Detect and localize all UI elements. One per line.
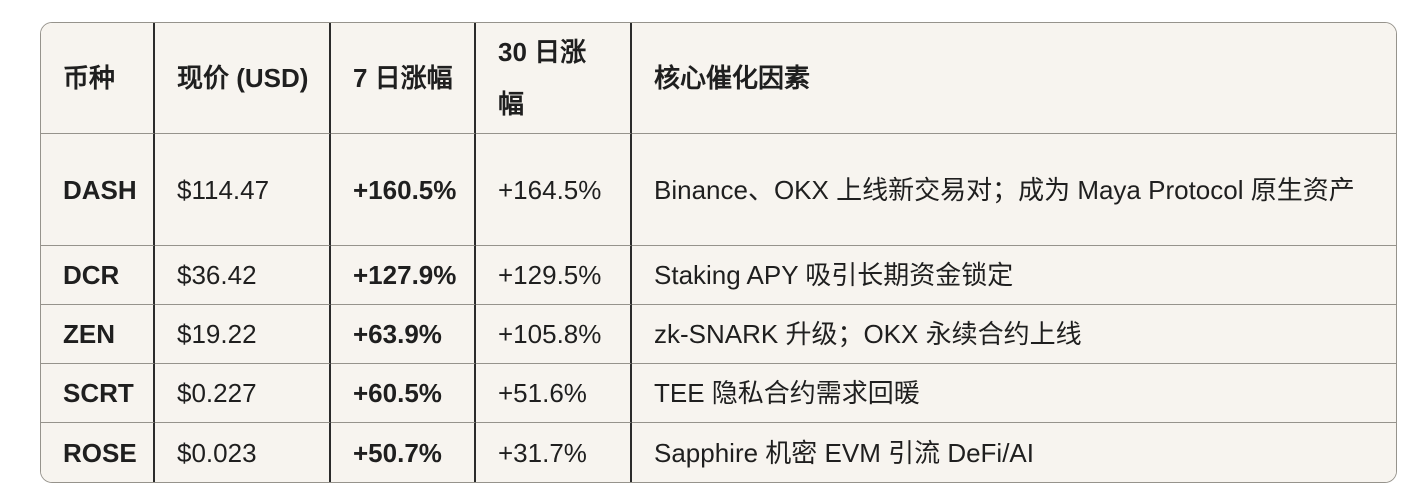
cell-catalyst: Staking APY 吸引长期资金锁定 [632,246,1396,305]
table-row-scrt: SCRT $0.227 +60.5% +51.6% TEE 隐私合约需求回暖 [41,364,1396,423]
table-row-dash: DASH $114.47 +160.5% +164.5% Binance、OKX… [41,134,1396,246]
cell-catalyst: zk-SNARK 升级；OKX 永续合约上线 [632,305,1396,364]
cell-change-30d: +51.6% [476,364,632,423]
cell-coin: ZEN [41,305,155,364]
cell-catalyst: Binance、OKX 上线新交易对；成为 Maya Protocol 原生资产 [632,134,1396,246]
cell-price: $19.22 [155,305,331,364]
cell-catalyst: Sapphire 机密 EVM 引流 DeFi/AI [632,423,1396,482]
table-row-dcr: DCR $36.42 +127.9% +129.5% Staking APY 吸… [41,246,1396,305]
table-row-zen: ZEN $19.22 +63.9% +105.8% zk-SNARK 升级；OK… [41,305,1396,364]
table-body: DASH $114.47 +160.5% +164.5% Binance、OKX… [41,134,1396,482]
cell-coin: DASH [41,134,155,246]
col-header-price-usd: 现价 (USD) [155,23,331,134]
crypto-gainers-table: 币种 现价 (USD) 7 日涨幅 30 日涨幅 核心催化因素 DASH $11… [41,23,1396,482]
cell-price: $0.023 [155,423,331,482]
table-header: 币种 现价 (USD) 7 日涨幅 30 日涨幅 核心催化因素 [41,23,1396,134]
cell-change-7d: +50.7% [331,423,476,482]
table-row-rose: ROSE $0.023 +50.7% +31.7% Sapphire 机密 EV… [41,423,1396,482]
cell-change-7d: +160.5% [331,134,476,246]
col-header-catalyst: 核心催化因素 [632,23,1396,134]
cell-coin: DCR [41,246,155,305]
col-header-coin: 币种 [41,23,155,134]
cell-change-30d: +105.8% [476,305,632,364]
cell-change-30d: +31.7% [476,423,632,482]
cell-change-30d: +129.5% [476,246,632,305]
cell-coin: SCRT [41,364,155,423]
cell-price: $114.47 [155,134,331,246]
cell-change-7d: +127.9% [331,246,476,305]
cell-change-30d: +164.5% [476,134,632,246]
cell-change-7d: +63.9% [331,305,476,364]
crypto-gainers-table-container: 币种 现价 (USD) 7 日涨幅 30 日涨幅 核心催化因素 DASH $11… [40,22,1397,483]
col-header-7d-change: 7 日涨幅 [331,23,476,134]
cell-price: $36.42 [155,246,331,305]
col-header-30d-change: 30 日涨幅 [476,23,632,134]
cell-coin: ROSE [41,423,155,482]
cell-catalyst: TEE 隐私合约需求回暖 [632,364,1396,423]
cell-price: $0.227 [155,364,331,423]
header-row: 币种 现价 (USD) 7 日涨幅 30 日涨幅 核心催化因素 [41,23,1396,134]
cell-change-7d: +60.5% [331,364,476,423]
